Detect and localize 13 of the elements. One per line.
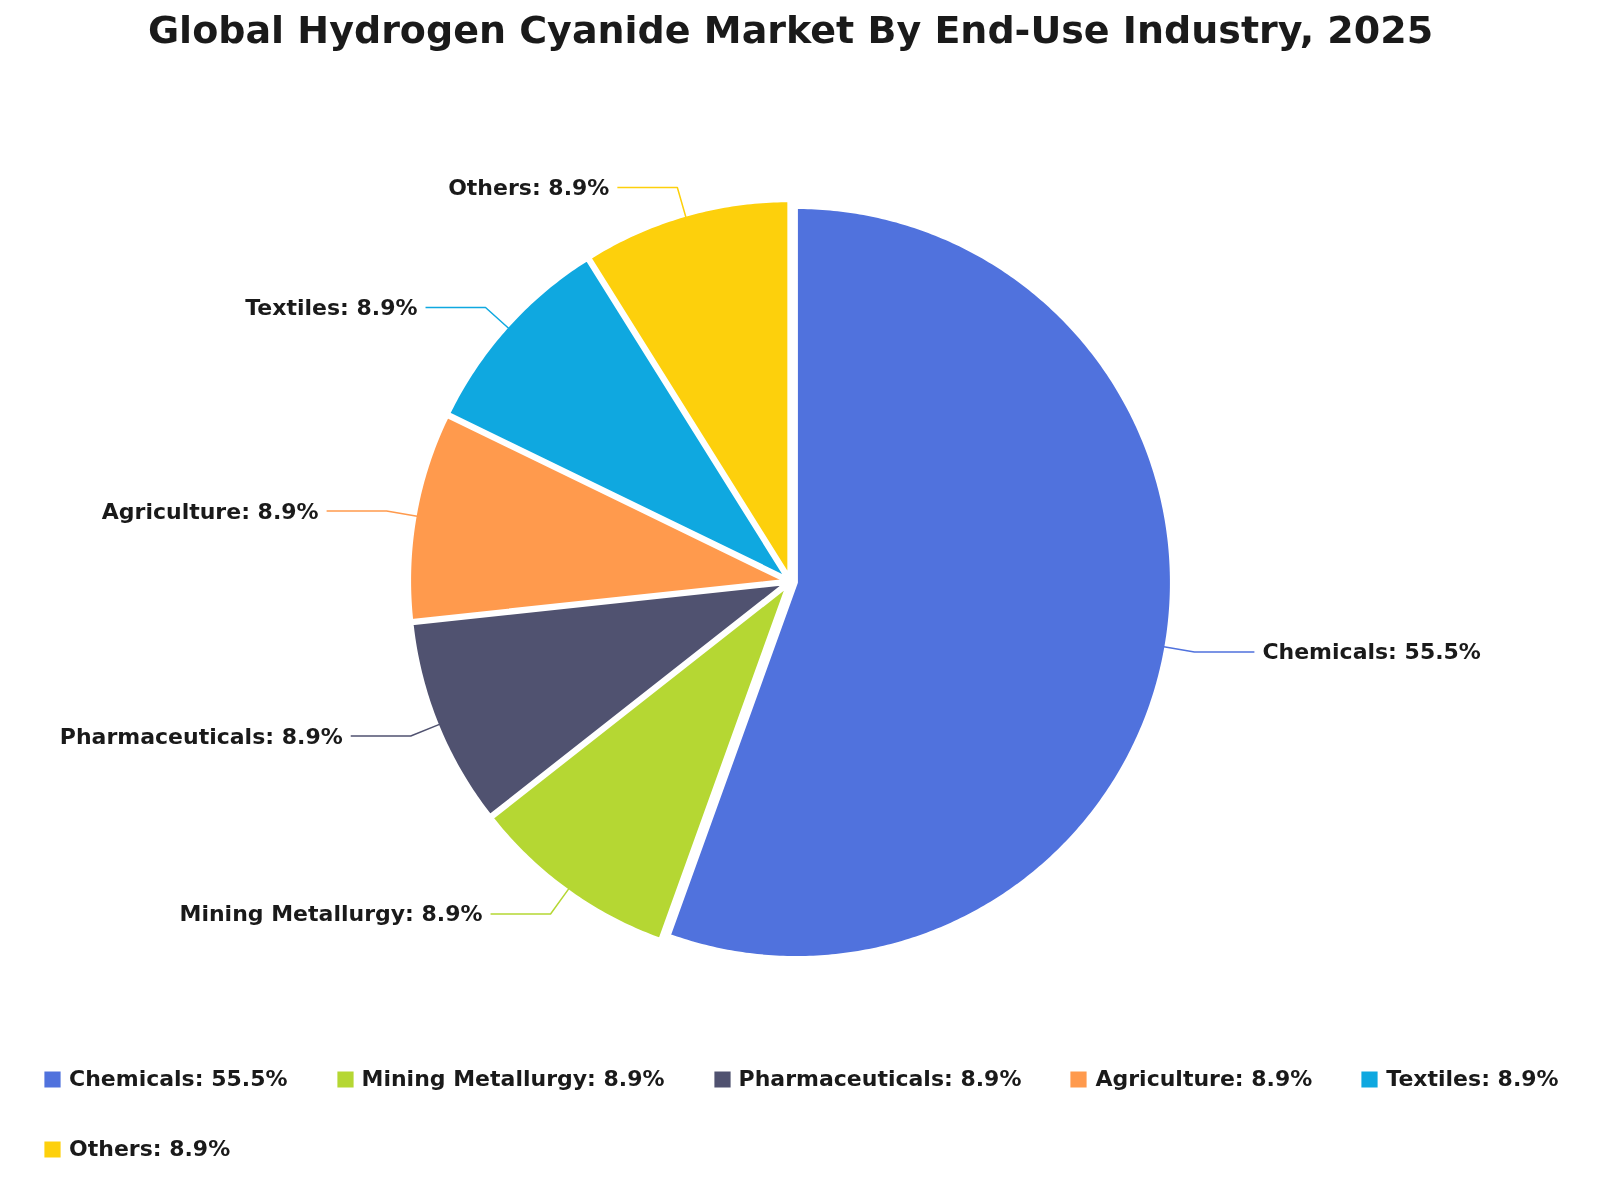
slice-label: Chemicals: 55.5%	[1262, 639, 1481, 665]
slice-label: Others: 8.9%	[448, 174, 610, 200]
slice-label: Pharmaceuticals: 8.9%	[59, 723, 343, 749]
legend-label: Textiles: 8.9%	[1386, 1066, 1559, 1091]
legend-label: Others: 8.9%	[69, 1136, 231, 1161]
legend-label: Chemicals: 55.5%	[69, 1066, 288, 1091]
slice-label: Mining Metallurgy: 8.9%	[179, 901, 483, 927]
legend-label: Pharmaceuticals: 8.9%	[738, 1066, 1022, 1091]
chart-title: Global Hydrogen Cyanide Market By End-Use Industry, 2025	[147, 7, 1434, 52]
slice-label: Textiles: 8.9%	[245, 294, 418, 320]
legend-label: Agriculture: 8.9%	[1095, 1066, 1313, 1091]
legend-label: Mining Metallurgy: 8.9%	[361, 1066, 665, 1091]
slice-label: Agriculture: 8.9%	[101, 498, 319, 524]
